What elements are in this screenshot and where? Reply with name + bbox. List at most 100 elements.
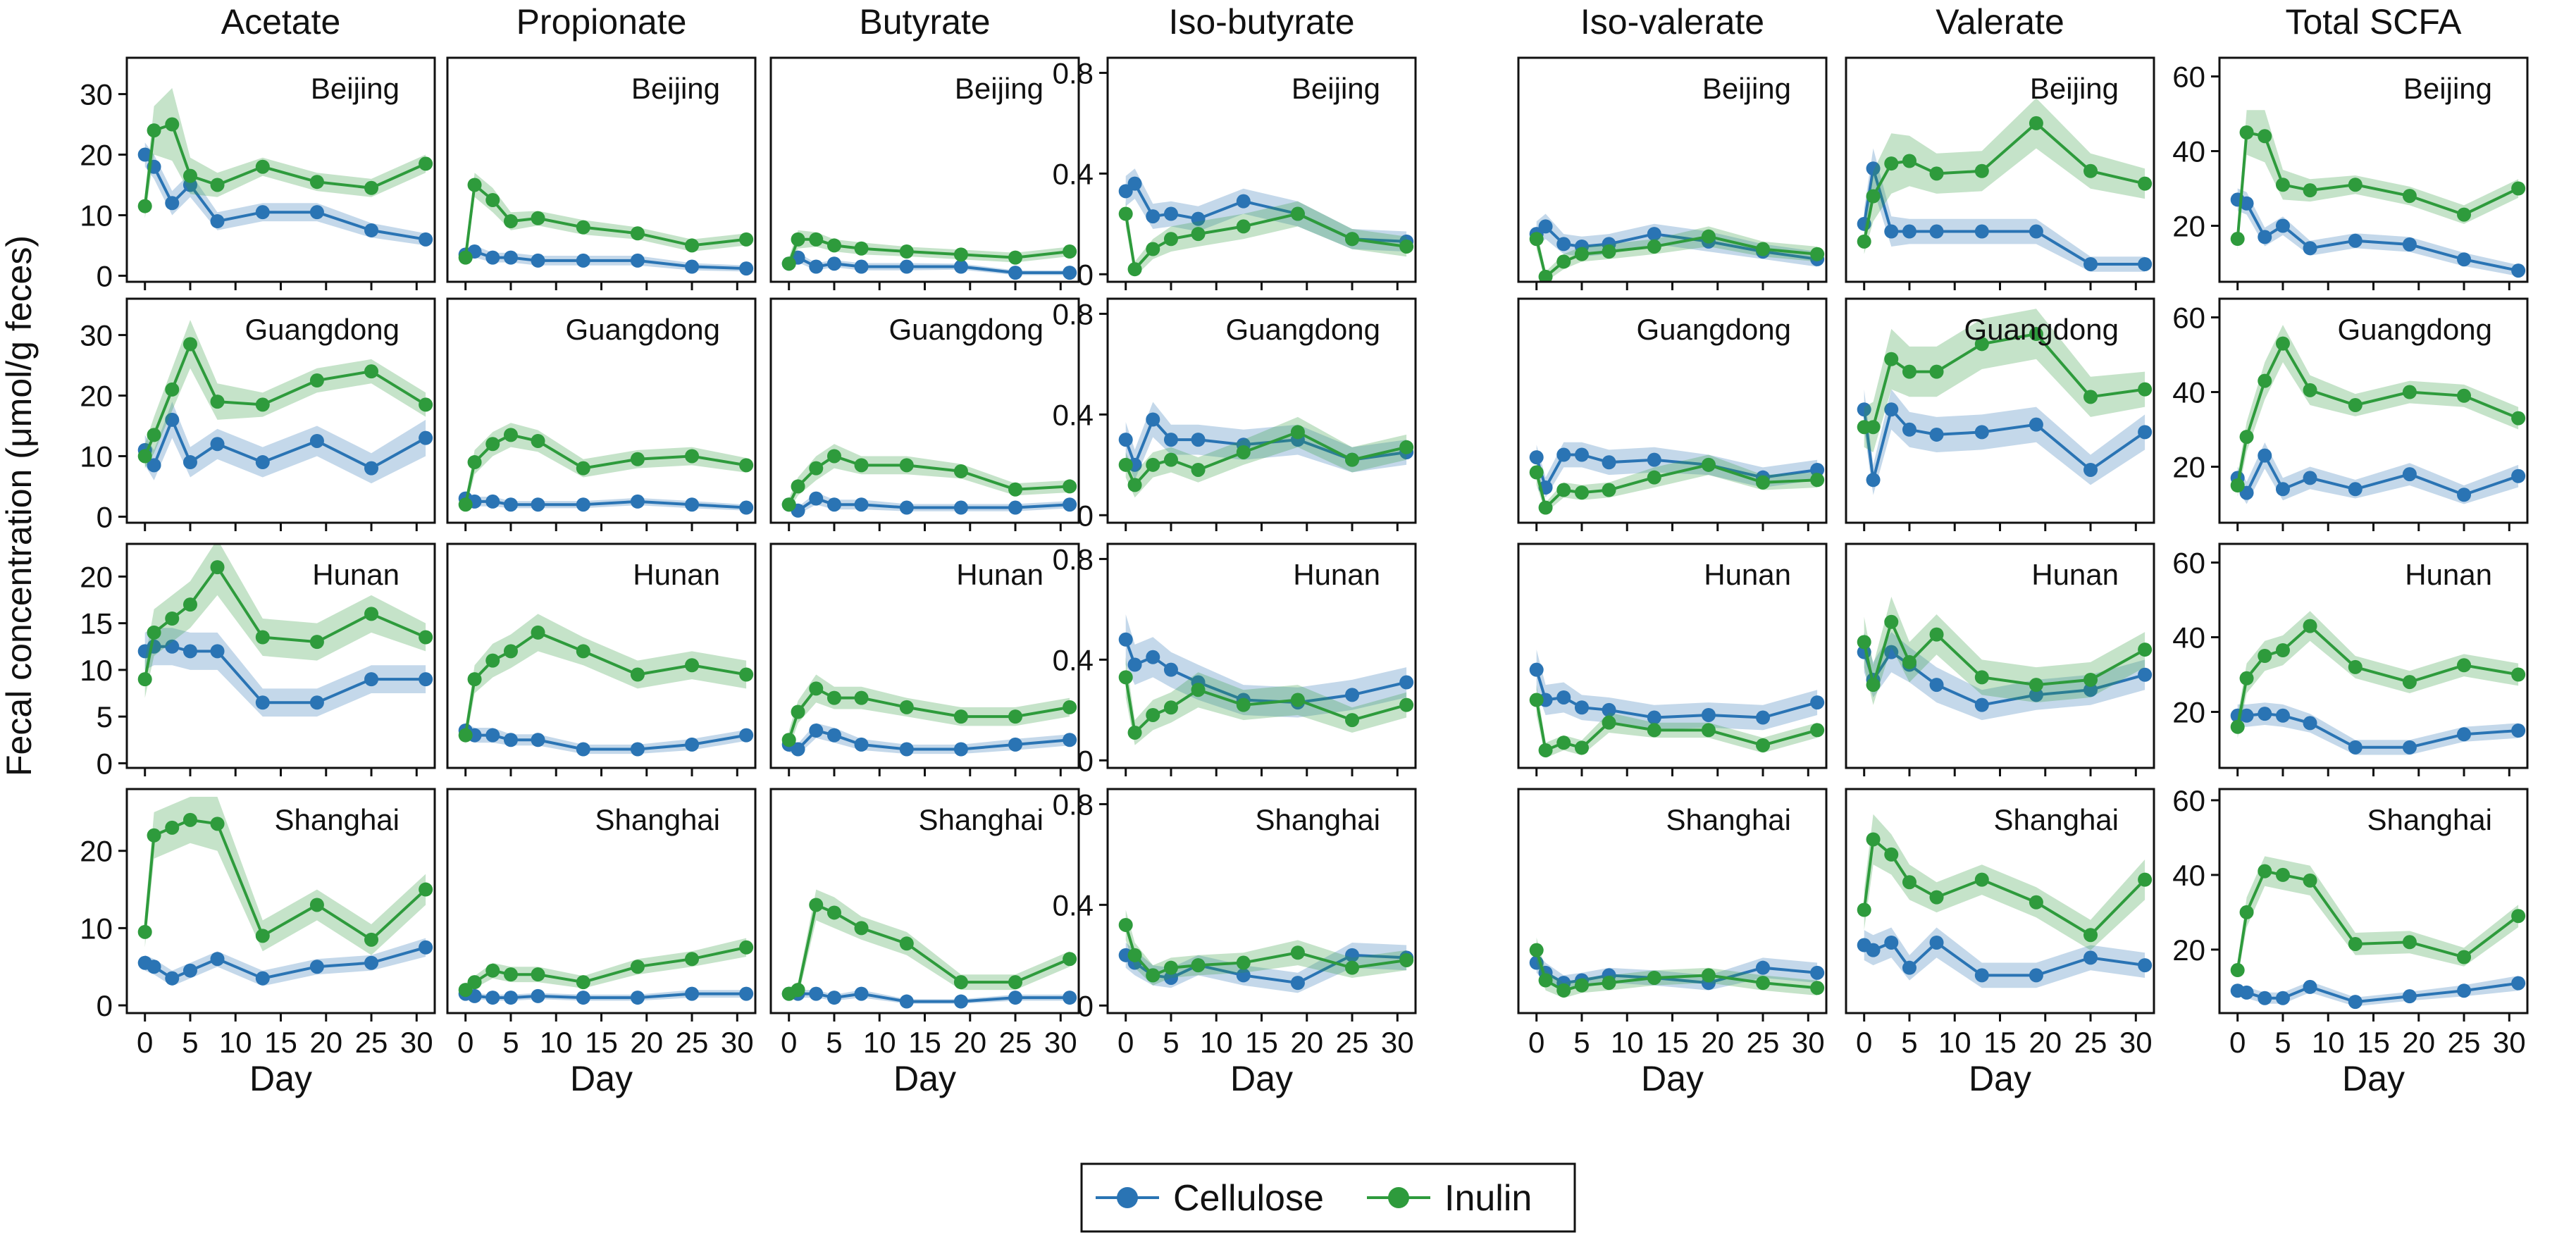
y-tick-label: 60 xyxy=(2172,302,2205,335)
inulin-point xyxy=(1163,960,1178,975)
inulin-error-band xyxy=(788,230,1070,270)
inulin-point xyxy=(791,705,805,719)
cellulose-point xyxy=(485,250,500,265)
inulin-point xyxy=(826,238,841,253)
cellulose-point xyxy=(1602,702,1616,717)
inulin-point xyxy=(739,940,754,955)
y-tick-label: 40 xyxy=(2172,621,2205,654)
x-tick-label: 30 xyxy=(721,1026,754,1059)
inulin-point xyxy=(1866,832,1881,847)
row-label-shanghai: Shanghai xyxy=(1666,803,1792,836)
inulin-point xyxy=(531,967,545,982)
inulin-point xyxy=(531,625,545,640)
inulin-point xyxy=(685,658,700,673)
cellulose-point xyxy=(2258,991,2272,1005)
legend-marker xyxy=(1388,1187,1409,1208)
inulin-point xyxy=(458,497,473,512)
cellulose-point xyxy=(854,259,869,274)
x-tick-label: 15 xyxy=(1245,1026,1278,1059)
inulin-point xyxy=(1602,715,1616,730)
inulin-point xyxy=(182,168,197,183)
column-title-total-scfa: Total SCFA xyxy=(2285,2,2462,42)
cellulose-point xyxy=(2138,667,2153,682)
x-tick-label: 10 xyxy=(1611,1026,1644,1059)
inulin-point xyxy=(1647,470,1661,485)
inulin-point xyxy=(576,975,590,990)
inulin-point xyxy=(791,232,805,247)
inulin-point xyxy=(419,882,433,897)
cellulose-point xyxy=(2138,958,2153,973)
x-axis-label: Day xyxy=(249,1059,312,1098)
cellulose-point xyxy=(1127,176,1142,191)
inulin-point xyxy=(210,560,225,575)
cellulose-error-band xyxy=(1864,389,2145,495)
inulin-error-band xyxy=(465,614,747,745)
x-tick-label: 0 xyxy=(1856,1026,1872,1059)
inulin-point xyxy=(1345,232,1360,247)
cellulose-point xyxy=(1529,450,1544,465)
inulin-point xyxy=(2258,373,2272,388)
inulin-point xyxy=(503,428,518,442)
cellulose-point xyxy=(1538,219,1553,234)
inulin-point xyxy=(791,983,805,998)
cellulose-error-band xyxy=(144,938,426,986)
inulin-point xyxy=(1236,697,1251,712)
inulin-point xyxy=(137,672,152,687)
y-tick-label: 5 xyxy=(97,700,113,733)
cellulose-point xyxy=(1008,737,1023,752)
inulin-point xyxy=(1810,723,1825,738)
panel-propionate-beijing: Beijing xyxy=(446,56,757,290)
panel-butyrate-guangdong: Guangdong xyxy=(769,297,1080,531)
row-label-hunan: Hunan xyxy=(312,558,400,591)
cellulose-point xyxy=(1701,707,1716,722)
cellulose-point xyxy=(826,991,841,1005)
inulin-point xyxy=(1146,968,1160,983)
y-tick-label: 0 xyxy=(97,989,113,1022)
inulin-point xyxy=(854,241,869,256)
inulin-point xyxy=(899,700,914,714)
panel-iso-valerate-shanghai: Shanghai 0 5 10 15 20 25 30 Day xyxy=(1517,788,1828,1098)
x-tick-label: 15 xyxy=(585,1026,618,1059)
x-tick-label: 20 xyxy=(2029,1026,2062,1059)
y-tick-label: 60 xyxy=(2172,61,2205,94)
cellulose-point xyxy=(2402,467,2417,482)
y-tick-label: 15 xyxy=(80,607,113,640)
inulin-point xyxy=(2138,176,2153,191)
inulin-point xyxy=(1399,697,1414,712)
inulin-point xyxy=(210,395,225,409)
row-label-guangdong: Guangdong xyxy=(1964,313,2119,346)
cellulose-point xyxy=(1008,266,1023,280)
x-tick-label: 25 xyxy=(1747,1026,1780,1059)
y-tick-label: 0.8 xyxy=(1053,788,1094,821)
cellulose-point xyxy=(1866,943,1881,957)
row-label-hunan: Hunan xyxy=(2031,558,2119,591)
cellulose-point xyxy=(1756,960,1771,975)
cellulose-point xyxy=(2258,707,2272,721)
cellulose-point xyxy=(739,261,754,276)
inulin-point xyxy=(2239,430,2254,445)
x-tick-label: 10 xyxy=(1938,1026,1971,1059)
inulin-point xyxy=(2348,178,2363,192)
row-label-guangdong: Guangdong xyxy=(888,313,1044,346)
panel-acetate-beijing: Beijing 0 10 20 30 xyxy=(80,56,436,292)
inulin-point xyxy=(2348,936,2363,951)
inulin-point xyxy=(1756,738,1771,752)
cellulose-point xyxy=(1574,700,1589,715)
column-title-iso-valerate: Iso-valerate xyxy=(1580,2,1764,42)
cellulose-point xyxy=(1191,433,1206,447)
cellulose-point xyxy=(576,253,590,268)
cellulose-point xyxy=(485,991,500,1005)
x-axis-label: Day xyxy=(1641,1059,1704,1098)
inulin-point xyxy=(1538,269,1553,282)
x-tick-label: 25 xyxy=(676,1026,709,1059)
cellulose-point xyxy=(953,500,968,515)
inulin-point xyxy=(2402,935,2417,950)
inulin-point xyxy=(809,232,824,247)
cellulose-point xyxy=(1290,976,1305,991)
x-tick-label: 20 xyxy=(1290,1026,1323,1059)
legend-marker xyxy=(1117,1187,1138,1208)
inulin-point xyxy=(364,607,379,621)
y-tick-label: 0 xyxy=(97,500,113,533)
cellulose-point xyxy=(1529,662,1544,677)
x-tick-label: 5 xyxy=(826,1026,842,1059)
